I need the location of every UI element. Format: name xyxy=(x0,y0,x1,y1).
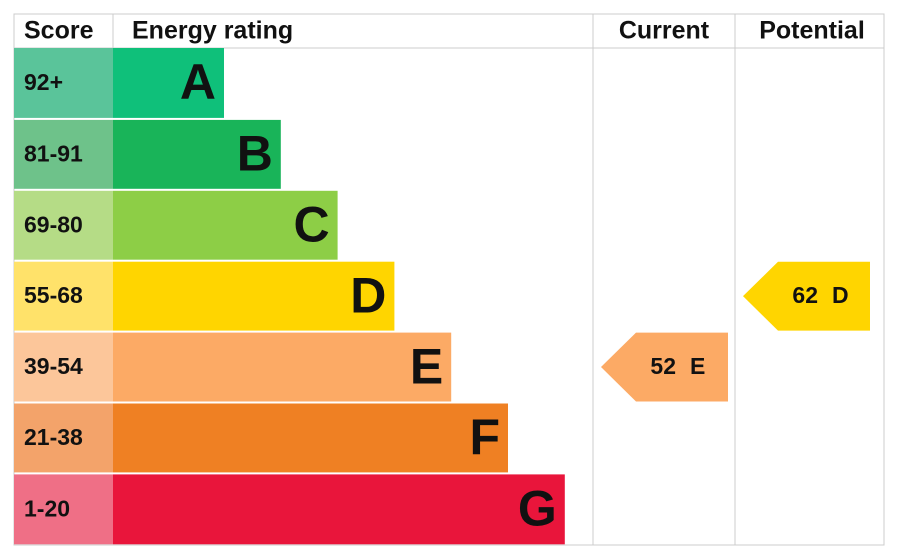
rating-bar xyxy=(113,190,338,260)
rating-letter: D xyxy=(350,267,386,323)
score-range: 55-68 xyxy=(24,282,83,308)
score-range: 39-54 xyxy=(24,353,83,379)
rating-bar xyxy=(113,261,395,331)
rating-bar xyxy=(113,119,281,189)
rating-bar xyxy=(113,403,508,473)
score-range: 69-80 xyxy=(24,211,83,237)
rating-bar xyxy=(113,332,452,402)
score-range: 92+ xyxy=(24,69,63,95)
score-cell xyxy=(14,403,113,473)
rating-letter: G xyxy=(518,481,557,537)
rating-letter: E xyxy=(410,338,443,394)
rating-letter: B xyxy=(237,126,273,182)
current-arrow xyxy=(601,332,728,402)
score-cell xyxy=(14,48,113,118)
potential-arrow xyxy=(743,261,870,331)
score-cell xyxy=(14,261,113,331)
potential-rating: D xyxy=(832,282,849,308)
score-cell xyxy=(14,474,113,545)
header-current: Current xyxy=(619,17,710,45)
score-range: 21-38 xyxy=(24,424,83,450)
score-cell xyxy=(14,190,113,260)
rating-letter: C xyxy=(293,196,329,252)
header-score: Score xyxy=(24,17,94,45)
rating-bar xyxy=(113,474,565,545)
header-rating: Energy rating xyxy=(132,17,293,45)
score-cell xyxy=(14,119,113,189)
score-cell xyxy=(14,332,113,402)
score-range: 81-91 xyxy=(24,140,83,166)
current-value: 52 xyxy=(650,353,676,379)
rating-bar xyxy=(113,48,224,118)
header-potential: Potential xyxy=(759,17,865,45)
rating-letter: F xyxy=(469,409,500,465)
rating-letter: A xyxy=(180,54,216,110)
potential-value: 62 xyxy=(792,282,818,308)
current-rating: E xyxy=(690,353,705,379)
score-range: 1-20 xyxy=(24,495,70,521)
